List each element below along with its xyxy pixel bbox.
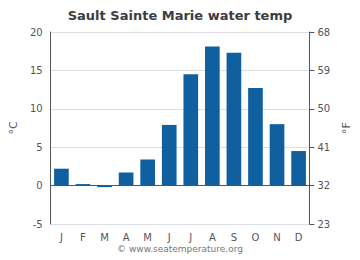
svg-text:S: S	[231, 232, 237, 243]
svg-text:15: 15	[30, 65, 43, 76]
svg-text:41: 41	[317, 142, 330, 153]
svg-text:J: J	[59, 232, 63, 243]
svg-text:M: M	[143, 232, 152, 243]
svg-text:A: A	[209, 232, 216, 243]
svg-text:32: 32	[317, 180, 330, 191]
svg-text:M: M	[100, 232, 109, 243]
svg-text:F: F	[80, 232, 86, 243]
svg-text:°F: °F	[340, 122, 353, 134]
svg-text:50: 50	[317, 103, 330, 114]
svg-text:Sault Sainte Marie water temp: Sault Sainte Marie water temp	[68, 8, 293, 23]
svg-text:°C: °C	[7, 121, 20, 135]
svg-text:N: N	[273, 232, 280, 243]
svg-text:J: J	[167, 232, 171, 243]
svg-text:D: D	[295, 232, 303, 243]
svg-text:0: 0	[36, 180, 42, 191]
svg-text:© www.seatemperature.org: © www.seatemperature.org	[117, 244, 243, 254]
svg-text:23: 23	[317, 219, 330, 230]
svg-text:5: 5	[36, 142, 42, 153]
svg-text:A: A	[123, 232, 130, 243]
svg-text:J: J	[188, 232, 192, 243]
svg-text:O: O	[252, 232, 260, 243]
svg-text:20: 20	[30, 27, 43, 38]
svg-text:59: 59	[317, 65, 330, 76]
svg-text:-5: -5	[33, 219, 43, 230]
svg-text:68: 68	[317, 27, 330, 38]
svg-text:10: 10	[30, 103, 43, 114]
